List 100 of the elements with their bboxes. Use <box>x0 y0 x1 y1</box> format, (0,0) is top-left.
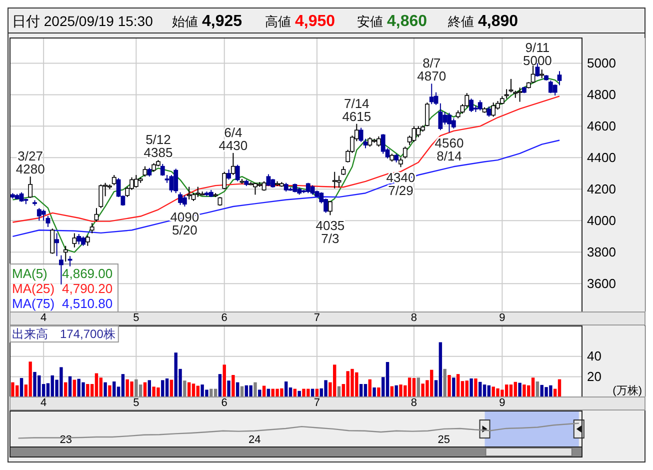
annotation: 4035 7/3 <box>316 218 345 246</box>
bar <box>104 382 107 397</box>
bar <box>192 384 196 397</box>
annotation: 4560 8/14 <box>434 135 464 164</box>
bar <box>170 380 174 397</box>
candlestick <box>186 186 192 200</box>
candlestick <box>59 254 64 285</box>
candlestick <box>508 78 514 93</box>
candlestick <box>182 194 187 207</box>
chart-title: 出来高 174,700株 <box>12 327 116 341</box>
bar <box>94 373 98 397</box>
y-tick-label: 4600 <box>587 118 616 134</box>
y-tick-label: 5000 <box>587 55 616 70</box>
candlestick <box>266 174 271 187</box>
y-tick-label: 4800 <box>587 86 616 102</box>
text: MA(75) 4,510.80 <box>12 296 113 311</box>
x-tick-label: 8 <box>410 312 418 324</box>
bar <box>465 380 468 397</box>
annotation: 7/14 4615 <box>342 96 372 124</box>
y-tick-label: 3800 <box>587 244 616 260</box>
bar <box>412 378 416 397</box>
candlestick <box>235 164 240 182</box>
bar <box>218 374 222 397</box>
candlestick <box>380 134 386 154</box>
bar <box>196 386 200 397</box>
candlestick <box>98 184 104 209</box>
candlestick <box>557 70 562 86</box>
x-tick-label: 8 <box>410 396 418 409</box>
bar <box>438 342 442 397</box>
bar <box>227 380 230 397</box>
text: 高値 4,950 <box>265 13 336 30</box>
bar <box>262 386 266 397</box>
bar <box>11 382 14 397</box>
bar <box>509 384 513 397</box>
candlestick <box>222 171 227 190</box>
bar <box>518 382 522 397</box>
candlestick <box>85 235 90 246</box>
bar <box>165 378 169 397</box>
text: 終値 4,890 <box>447 13 518 30</box>
candlestick <box>72 232 77 248</box>
bar <box>130 381 134 397</box>
x-tick-label: 9 <box>499 396 506 409</box>
bar <box>222 364 226 397</box>
bar <box>298 390 301 397</box>
text: 始値 4,925 <box>172 13 242 30</box>
candlestick <box>196 186 200 198</box>
candlestick <box>94 208 99 222</box>
bar <box>324 380 328 397</box>
x-tick-label: 6 <box>221 396 228 409</box>
bar <box>284 381 288 397</box>
bar <box>359 384 363 397</box>
x-tick-label: 4 <box>40 312 47 324</box>
y-tick-label: 3600 <box>587 276 616 291</box>
candlestick <box>19 192 24 202</box>
y-tick-label: 40 <box>587 348 602 364</box>
text: (万株) <box>612 384 642 397</box>
series-label: MA(5) 4,869.00 <box>12 266 113 281</box>
bar <box>108 385 112 397</box>
bar <box>504 384 508 397</box>
candlestick <box>50 228 55 254</box>
bar <box>408 378 412 397</box>
candlestick <box>398 157 403 168</box>
bar <box>364 384 368 397</box>
bar <box>416 378 420 397</box>
chart-title: 日付 2025/09/19 15:30 <box>12 13 154 29</box>
candlestick <box>328 200 332 216</box>
bar <box>478 382 482 397</box>
candlestick <box>336 175 342 188</box>
x-tick-label: 5 <box>133 312 140 324</box>
x-tick-label: 4 <box>40 396 47 409</box>
candlestick <box>332 171 337 189</box>
candlestick <box>552 84 558 96</box>
bar <box>20 378 24 397</box>
bar <box>258 390 262 397</box>
y-tick-label: 4000 <box>587 212 616 228</box>
bar <box>183 380 186 397</box>
candlestick <box>76 234 82 245</box>
x-tick-label: 6 <box>221 312 228 324</box>
bar <box>134 379 138 397</box>
x-tick-label: 7 <box>314 312 320 324</box>
bar <box>536 381 540 397</box>
x-tick-label: 24 <box>248 434 261 446</box>
bar <box>386 362 390 397</box>
bar <box>254 382 257 397</box>
annotation: 3/27 4280 <box>16 148 45 177</box>
candlestick <box>28 176 33 198</box>
candlestick <box>230 152 236 176</box>
candlestick <box>402 146 408 159</box>
bar <box>377 387 380 397</box>
y-tick-label: 4400 <box>587 150 616 165</box>
bar <box>558 379 562 397</box>
bar <box>531 378 535 397</box>
bar <box>337 386 341 397</box>
bar <box>72 380 76 397</box>
candlestick <box>226 168 231 180</box>
candlestick <box>63 245 68 262</box>
bar <box>148 380 151 397</box>
bar <box>474 378 478 397</box>
bar <box>456 374 460 397</box>
bar <box>249 385 252 397</box>
